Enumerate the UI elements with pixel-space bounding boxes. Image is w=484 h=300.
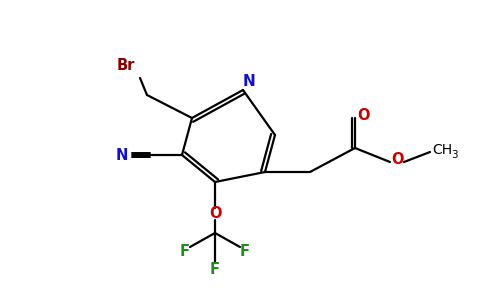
Text: O: O — [358, 109, 370, 124]
Text: N: N — [242, 74, 256, 89]
Text: 3: 3 — [451, 150, 457, 160]
Text: F: F — [210, 262, 220, 278]
Text: F: F — [180, 244, 190, 260]
Text: O: O — [391, 152, 403, 167]
Text: N: N — [116, 148, 128, 163]
Text: CH: CH — [432, 143, 452, 157]
Text: O: O — [209, 206, 221, 221]
Text: Br: Br — [117, 58, 135, 73]
Text: F: F — [240, 244, 250, 260]
